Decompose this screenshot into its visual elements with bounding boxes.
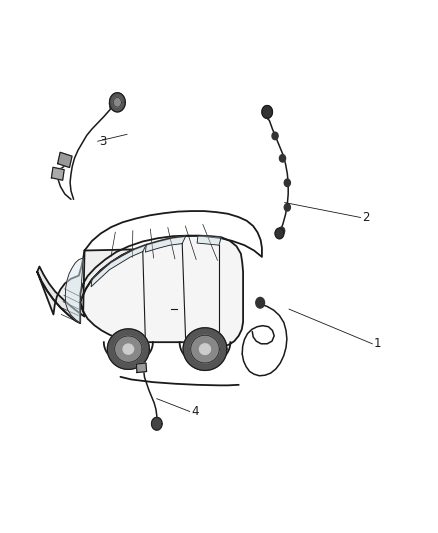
Text: 1: 1 [374, 337, 381, 350]
Polygon shape [197, 236, 221, 245]
Text: 2: 2 [362, 211, 370, 224]
Circle shape [284, 179, 290, 187]
Polygon shape [58, 152, 72, 167]
Polygon shape [113, 98, 121, 107]
Polygon shape [80, 236, 243, 346]
Polygon shape [51, 167, 64, 180]
Polygon shape [37, 249, 134, 323]
Polygon shape [110, 93, 125, 112]
Polygon shape [91, 245, 146, 287]
Polygon shape [262, 106, 272, 118]
Polygon shape [183, 328, 227, 370]
Polygon shape [191, 335, 219, 363]
Polygon shape [107, 329, 149, 369]
Circle shape [279, 227, 285, 235]
Circle shape [284, 204, 290, 211]
Polygon shape [275, 228, 284, 239]
Polygon shape [37, 266, 85, 323]
Polygon shape [65, 258, 83, 323]
Polygon shape [145, 236, 186, 252]
Circle shape [272, 132, 278, 140]
Text: 3: 3 [99, 135, 106, 148]
Polygon shape [136, 363, 147, 373]
Polygon shape [115, 336, 142, 362]
Circle shape [256, 297, 265, 308]
Polygon shape [152, 417, 162, 430]
Polygon shape [123, 344, 134, 354]
Circle shape [279, 155, 286, 162]
Text: 4: 4 [191, 405, 199, 418]
Polygon shape [200, 344, 210, 354]
